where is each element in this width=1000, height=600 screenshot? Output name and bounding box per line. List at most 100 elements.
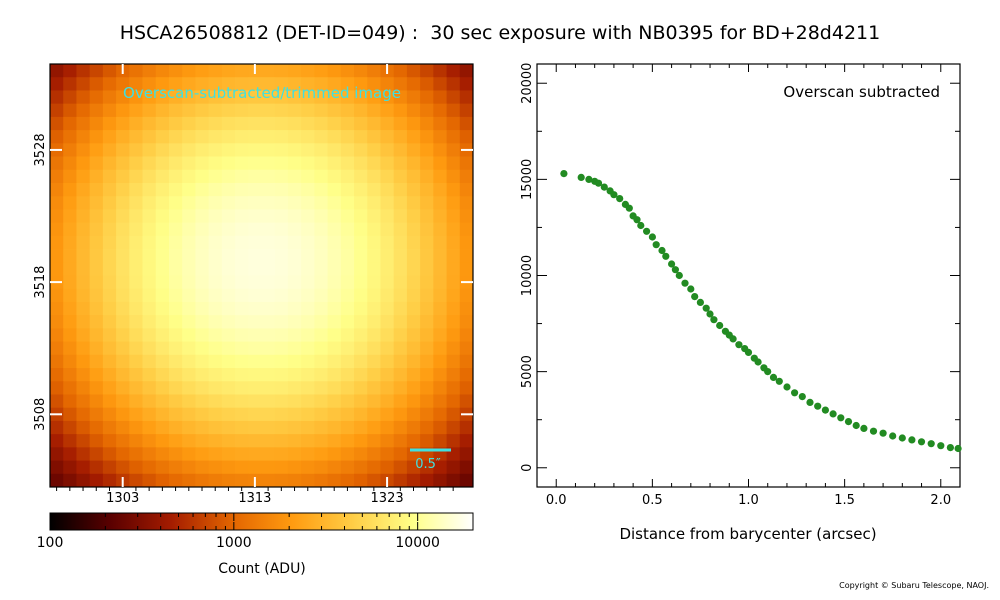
scatter-point [560, 170, 568, 178]
heatmap-cell [195, 64, 210, 78]
heatmap-cell [367, 90, 381, 105]
heatmap-cell [459, 64, 474, 78]
heatmap-cell [63, 315, 77, 329]
heatmap-cell [195, 447, 210, 461]
heatmap-frame [49, 63, 474, 488]
heatmap-cell [248, 235, 262, 250]
heatmap-cell [50, 381, 64, 395]
heatmap-cell [129, 143, 143, 157]
heatmap-cell [76, 328, 91, 342]
heatmap-cell [63, 249, 77, 263]
heatmap-cell [50, 169, 64, 184]
heatmap-cell [102, 460, 117, 475]
heatmap-cell [274, 209, 289, 224]
heatmap-cell [168, 341, 183, 356]
heatmap-cell [367, 130, 381, 144]
heatmap-cell [116, 315, 130, 329]
heatmap-cell [459, 196, 474, 210]
heatmap-cell [221, 301, 236, 316]
heatmap-cell [102, 209, 117, 224]
heatmap-cell [420, 381, 434, 395]
heatmap-cell [168, 434, 183, 448]
heatmap-cell [420, 301, 434, 316]
heatmap-cell [314, 315, 328, 329]
heatmap-cell [155, 420, 170, 435]
heatmap-cell [420, 368, 434, 382]
heatmap-cell [195, 301, 210, 316]
heatmap-cell [274, 434, 289, 448]
heatmap-cell [50, 341, 64, 356]
heatmap-cell [63, 156, 77, 171]
heatmap-cell [433, 460, 447, 475]
heatmap-cell [327, 235, 342, 250]
heatmap-cell [446, 235, 461, 250]
heatmap-cell [142, 288, 157, 303]
heatmap-cell [261, 90, 276, 105]
heatmap-cell [301, 249, 315, 263]
heatmap-cell [340, 368, 355, 382]
heatmap-cell [354, 64, 368, 78]
heatmap-cell [274, 222, 289, 237]
heatmap-cell [433, 77, 447, 91]
heatmap-cell [63, 116, 77, 131]
heatmap-cell [367, 341, 381, 356]
heatmap-cell [129, 394, 143, 409]
heatmap-cell [221, 341, 236, 356]
scatter-point [652, 241, 660, 249]
heatmap-cell [314, 420, 328, 435]
heatmap-cell [248, 420, 262, 435]
heatmap-cell [182, 301, 196, 316]
heatmap-cell [327, 394, 342, 409]
colorbar-ticks: 100 1000 10000 [37, 513, 474, 551]
heatmap-cell [274, 460, 289, 475]
scatter-point [869, 427, 878, 435]
heatmap-cell [195, 368, 210, 382]
heatmap-cell [235, 407, 249, 422]
scatter-point [648, 233, 657, 241]
heatmap-cell [340, 209, 355, 224]
heatmap-cell [182, 328, 196, 342]
heatmap-cell [354, 368, 368, 382]
heatmap-cell [446, 328, 461, 342]
heatmap-cell [235, 116, 249, 131]
heatmap-cell [76, 77, 91, 91]
heatmap-cell [76, 156, 91, 171]
heatmap-cell [182, 473, 196, 488]
heatmap-cell [129, 103, 143, 118]
heatmap-cell [354, 275, 368, 290]
heatmap-cell [340, 315, 355, 329]
heatmap-cell [301, 130, 315, 144]
heatmap-cell [168, 182, 183, 197]
scatter-x-tick-label: 2.0 [930, 493, 951, 508]
heatmap-cell [182, 288, 196, 303]
heatmap-cell [314, 169, 328, 184]
heatmap-cell [155, 341, 170, 356]
heatmap-cell [459, 116, 474, 131]
heatmap-cell [142, 368, 157, 382]
heatmap-cell [354, 341, 368, 356]
heatmap-cell [459, 473, 474, 488]
heatmap-cell [367, 222, 381, 237]
heatmap-cell [89, 434, 104, 448]
heatmap-cell [287, 169, 302, 184]
heatmap-cell [168, 196, 183, 210]
heatmap-cell [327, 116, 342, 131]
heatmap-cell [155, 301, 170, 316]
heatmap-cell [354, 328, 368, 342]
heatmap-cell [102, 315, 117, 329]
scatter-point [775, 377, 783, 385]
heatmap-cell [89, 90, 104, 105]
heatmap-cell [50, 460, 64, 475]
heatmap-cell [195, 235, 210, 250]
heatmap-cell [142, 394, 157, 409]
heatmap-cell [261, 420, 276, 435]
heatmap-cell [102, 407, 117, 422]
heatmap-cell [446, 301, 461, 316]
heatmap-cell [168, 420, 183, 435]
heatmap-cell [301, 394, 315, 409]
heatmap-cell [116, 196, 130, 210]
heatmap-cell [248, 222, 262, 237]
heatmap-cell [420, 341, 434, 356]
heatmap-cell [406, 407, 421, 422]
heatmap-cell [446, 77, 461, 91]
